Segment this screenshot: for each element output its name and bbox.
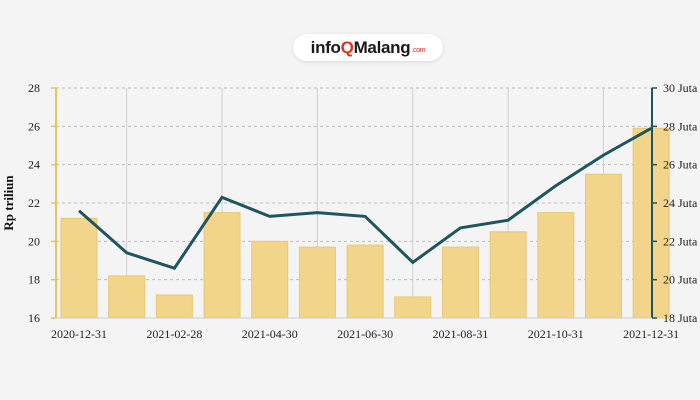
series-line: [78, 126, 652, 270]
right-tick-label: 24 Juta: [663, 196, 698, 210]
bar: [441, 246, 479, 319]
logo-text-q: Q: [340, 37, 354, 57]
bar: [155, 294, 193, 319]
left-tick-label: 26: [28, 119, 40, 133]
right-tick-label: 28 Juta: [663, 119, 698, 133]
logo-text-com: .com: [411, 47, 426, 54]
left-tick-label: 28: [28, 81, 40, 95]
bar: [584, 173, 622, 319]
x-tick-label: 2021-02-28: [146, 327, 202, 341]
bar: [298, 246, 336, 319]
x-tick-label: 2021-04-30: [242, 327, 298, 341]
infomalang-logo: info Q Malang .com: [293, 34, 443, 61]
x-tick-label: 2021-10-31: [528, 327, 584, 341]
left-tick-label: 22: [28, 196, 40, 210]
bar-series: [60, 127, 670, 319]
right-tick-label: 18 Juta: [663, 311, 698, 325]
logo-text-info: info: [310, 37, 341, 57]
x-tick-label: 2021-12-31: [623, 327, 679, 341]
left-tick-label: 18: [28, 273, 40, 287]
bar: [60, 217, 98, 319]
right-tick-label: 20 Juta: [663, 273, 698, 287]
line-series: [78, 126, 652, 270]
left-tick-label: 20: [28, 234, 40, 248]
bar: [108, 275, 146, 319]
bar: [394, 296, 432, 319]
right-tick-label: 26 Juta: [663, 158, 698, 172]
right-tick-label: 22 Juta: [663, 234, 698, 248]
right-tick-label: 30 Juta: [663, 81, 698, 95]
x-tick-label: 2021-06-30: [337, 327, 393, 341]
bar: [251, 240, 289, 319]
bar: [203, 212, 241, 319]
left-tick-label: 16: [28, 311, 40, 325]
x-tick-label: 2020-12-31: [51, 327, 107, 341]
y-axis-label: Rp triliun: [1, 175, 16, 231]
x-tick-label: 2021-08-31: [432, 327, 488, 341]
axes: 16 18 20 22 24 26 28 18 Juta 20 Juta 22 Juta 24 Ju…: [28, 81, 698, 341]
logo-text-malang: Malang: [353, 37, 411, 57]
bar: [489, 231, 527, 319]
bar: [346, 244, 384, 319]
left-tick-label: 24: [28, 158, 40, 172]
bar: [537, 212, 575, 319]
